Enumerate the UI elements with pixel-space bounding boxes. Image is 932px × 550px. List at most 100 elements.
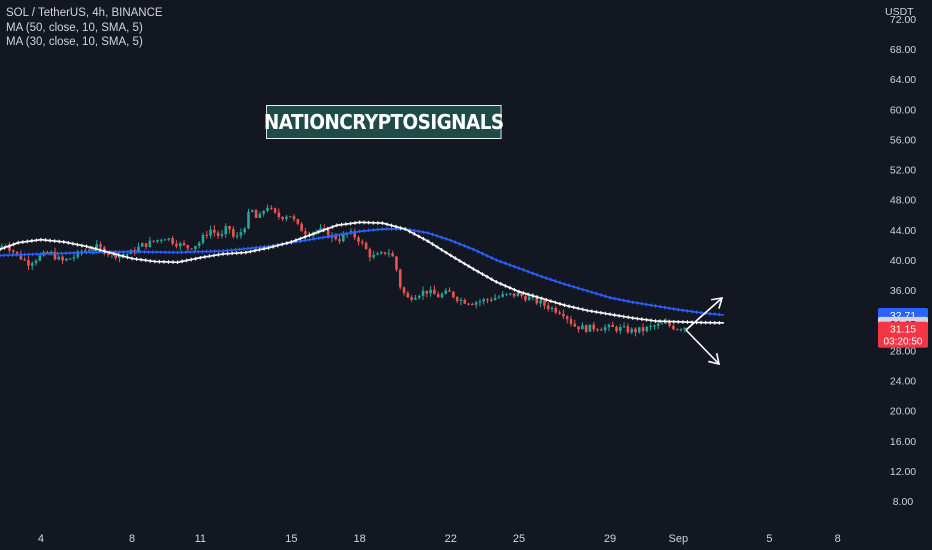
ma-50-marker [635,301,640,305]
ma-30-marker [348,221,353,226]
candle-body [11,250,15,252]
currency-label[interactable]: USDT [885,6,914,18]
ma-50-marker [312,237,316,241]
candle-body [490,299,493,301]
candle-body [266,207,269,212]
candle-body [190,248,193,250]
ma-50-marker [594,291,599,296]
ma-30-marker [644,318,649,322]
ma-50-marker [97,250,101,255]
candle-body [569,319,573,324]
candle-body [474,302,478,305]
ma-30-legend[interactable]: MA (30, close, 10, SMA, 5) [6,36,143,48]
ma-30-marker [712,320,717,325]
ma-30-marker [430,242,435,246]
ma-50-legend[interactable]: MA (50, close, 10, SMA, 5) [6,21,143,34]
ma-50-marker [229,248,234,252]
ma-30-marker [562,303,567,308]
ma-50-marker [567,283,571,288]
ma-50-marker [2,253,6,258]
ma-50-marker [494,258,499,262]
ma-30-marker [435,245,439,249]
ma-50-marker [412,228,417,233]
candle-body [213,229,216,233]
candle-body [588,324,592,332]
ma-30-marker [676,319,681,324]
ma-30-marker [66,241,71,245]
candle-body [577,326,580,330]
ma-30-marker [280,242,285,247]
candle-body [641,327,645,332]
x-tick-label: 4 [38,533,44,545]
ma-30-marker [380,221,385,225]
ma-30-marker [617,313,621,318]
ma-30-marker [517,289,521,294]
y-tick-label: 44.00 [890,225,916,237]
ma-30-marker [312,231,316,236]
ma-50-marker [562,282,567,286]
ma-30-marker [221,252,225,256]
ma-30-marker [421,236,426,241]
ma-50-marker [626,299,631,304]
y-tick-label: 72.00 [890,14,916,26]
ma-50-marker [246,246,250,251]
ma-30-marker [157,259,162,264]
ma-50-marker [0,253,2,258]
candle-body [645,326,649,332]
ma-50-marker [576,286,580,290]
ma-50-marker [72,251,76,255]
ma-50-marker [389,227,394,231]
ma-30-marker [2,245,7,250]
ma-50-marker [18,252,23,257]
ma-30-marker [7,244,11,248]
ma-50-marker [462,244,467,248]
ma-30-marker [376,221,380,225]
ma-30-marker [171,260,175,264]
candle-body [562,313,565,317]
ma-30-marker [635,316,640,321]
candle-body [391,253,394,257]
ma-50-marker [631,300,635,305]
ma-50-marker [603,294,608,299]
candle-body [288,216,292,218]
candle-body [0,245,4,249]
ma-30-marker [294,238,298,243]
ma-30-marker [371,220,376,225]
candle-body [619,326,622,331]
ma-50-marker [512,264,517,269]
ma-30-marker [344,222,348,226]
candle-body [57,256,61,260]
ma-30-marker [61,240,66,244]
time-axis: 4 8 11 15 18 22 25 29 Sep 5 8 [38,533,841,545]
ma-30-marker [535,295,540,299]
ma-50-marker [22,252,27,257]
candle-body [269,207,273,209]
ma-30-marker [148,259,153,263]
ma-50-marker [155,250,159,254]
candle-body [84,250,87,253]
ma-30-marker [189,257,194,262]
ma-50-marker [192,250,196,254]
candle-body [603,327,607,331]
y-tick-label: 20.00 [890,406,916,418]
ma-30-marker [426,239,430,243]
ma-50-marker [658,304,662,309]
x-tick-label: 5 [766,533,772,545]
ma-30-marker [116,253,121,257]
candle-body [516,293,520,297]
y-tick-label: 36.00 [890,285,916,297]
ma-30-marker [257,247,262,252]
arrow-down-icon [685,329,720,365]
candle-body [239,232,243,236]
ma-30-marker [203,255,207,259]
symbol-title[interactable]: SOL / TetherUS, 4h, BINANCE [6,7,163,19]
ma-50-marker [549,277,553,282]
candle-body [425,290,429,294]
candle-body [99,244,102,248]
x-tick-label: 8 [129,533,135,545]
ma-30-marker [599,310,603,315]
candle-body [379,252,383,254]
candle-body [251,210,254,212]
ma-50-marker [476,249,480,254]
